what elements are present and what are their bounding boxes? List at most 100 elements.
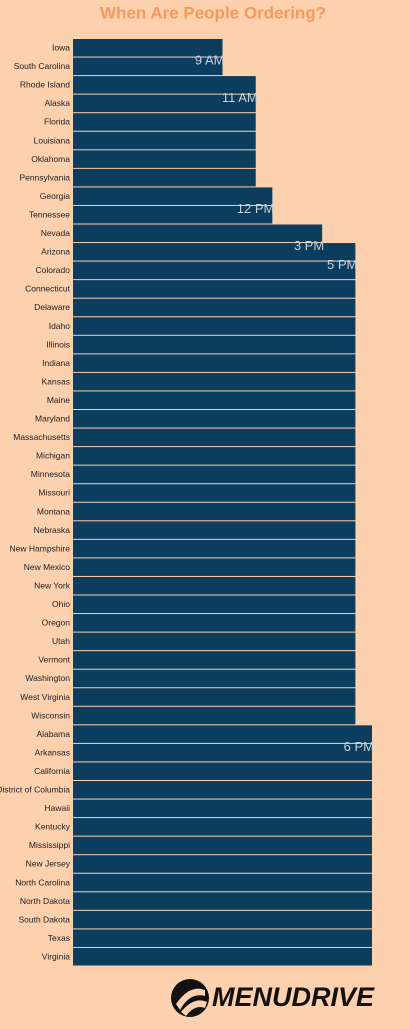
y-tick-label: Vermont [38, 655, 70, 665]
data-label: 6 PM [344, 739, 374, 754]
y-tick-label: Georgia [40, 191, 71, 201]
bar [73, 113, 256, 131]
bar [73, 706, 356, 725]
logo-icon-stripe [176, 988, 205, 1010]
y-tick-label: Montana [37, 506, 70, 516]
y-tick-label: Oklahoma [31, 154, 70, 164]
bar [73, 910, 372, 929]
bar [73, 892, 372, 910]
y-tick-label: Illinois [46, 339, 70, 349]
bar [73, 651, 356, 669]
data-label: 9 AM [195, 53, 225, 68]
bar [73, 818, 372, 836]
y-tick-label: Connecticut [25, 284, 71, 294]
y-tick-label: Alaska [44, 98, 70, 108]
y-tick-label: North Carolina [15, 877, 70, 887]
bar [73, 929, 372, 947]
bar [73, 298, 356, 317]
y-tick-label: Florida [44, 117, 70, 127]
y-tick-label: Massachusetts [13, 432, 70, 442]
logo-icon-stripe [181, 1000, 207, 1016]
bar [73, 614, 356, 632]
y-tick-label: Pennsylvania [19, 172, 70, 182]
bar [73, 595, 356, 614]
y-tick-label: Mississippi [29, 840, 70, 850]
y-tick-label: Idaho [49, 321, 71, 331]
y-tick-label: South Dakota [18, 914, 70, 924]
bar [73, 354, 356, 372]
bar [73, 799, 372, 818]
y-tick-label: Rhode Island [20, 80, 70, 90]
bar [73, 131, 256, 150]
y-tick-label: Indiana [42, 358, 70, 368]
bar [73, 484, 356, 502]
logo: MENUDRIVE [171, 979, 375, 1017]
y-tick-label: Wisconsin [31, 710, 70, 720]
y-tick-label: Delaware [34, 302, 70, 312]
bar [73, 873, 372, 892]
bar [73, 576, 356, 595]
bar [73, 317, 356, 335]
bar [73, 632, 356, 651]
y-tick-label: Kentucky [35, 822, 71, 832]
bar [73, 836, 372, 855]
bar [73, 428, 356, 447]
y-tick-label: South Carolina [14, 61, 71, 71]
y-tick-label: Minnesota [31, 469, 70, 479]
y-tick-label: Washington [25, 673, 70, 683]
bar [73, 762, 372, 780]
y-tick-label: Utah [52, 636, 70, 646]
y-tick-label: Virginia [42, 951, 70, 961]
y-tick-label: Michigan [36, 451, 70, 461]
data-label: 12 PM [237, 201, 275, 216]
logo-text: MENUDRIVE [212, 982, 375, 1012]
y-tick-label: Maryland [35, 414, 70, 424]
y-tick-label: New Jersey [26, 859, 71, 869]
bar [73, 781, 372, 799]
y-tick-label: Nevada [41, 228, 71, 238]
y-tick-label: Arizona [41, 247, 70, 257]
bar [73, 372, 356, 391]
y-tick-label: Ohio [52, 599, 70, 609]
y-tick-label: Missouri [38, 488, 70, 498]
bar [73, 725, 372, 743]
bar [73, 855, 372, 873]
y-tick-label: Kansas [42, 376, 70, 386]
y-tick-label: Arkansas [35, 747, 70, 757]
bar [73, 39, 223, 57]
y-tick-label: New Mexico [24, 562, 71, 572]
y-tick-label: Alabama [36, 729, 70, 739]
bar [73, 205, 273, 224]
bar [73, 187, 273, 205]
bar [73, 150, 256, 168]
bar [73, 521, 356, 539]
bar [73, 947, 372, 966]
bar [73, 76, 256, 94]
bar [73, 94, 256, 113]
bar [73, 261, 356, 280]
y-tick-label: Maine [47, 395, 70, 405]
y-tick-label: Hawaii [44, 803, 70, 813]
y-tick-label: New Hampshire [10, 543, 71, 553]
y-tick-label: West Virginia [20, 692, 70, 702]
y-tick-label: District of Columbia [0, 785, 70, 795]
y-tick-label: Iowa [52, 43, 70, 53]
bar [73, 168, 256, 187]
data-label: 5 PM [327, 257, 357, 272]
data-label: 11 AM [222, 90, 258, 105]
y-tick-label: California [34, 766, 70, 776]
chart-title: When Are People Ordering? [100, 3, 326, 22]
bar [73, 502, 356, 521]
bar [73, 447, 356, 465]
bar [73, 743, 372, 762]
y-tick-label: New York [34, 580, 71, 590]
bar [73, 558, 356, 576]
bar [73, 688, 356, 706]
bar [73, 280, 356, 298]
y-tick-label: Louisiana [34, 135, 71, 145]
bar [73, 335, 356, 354]
bar [73, 410, 356, 428]
bar [73, 224, 323, 243]
